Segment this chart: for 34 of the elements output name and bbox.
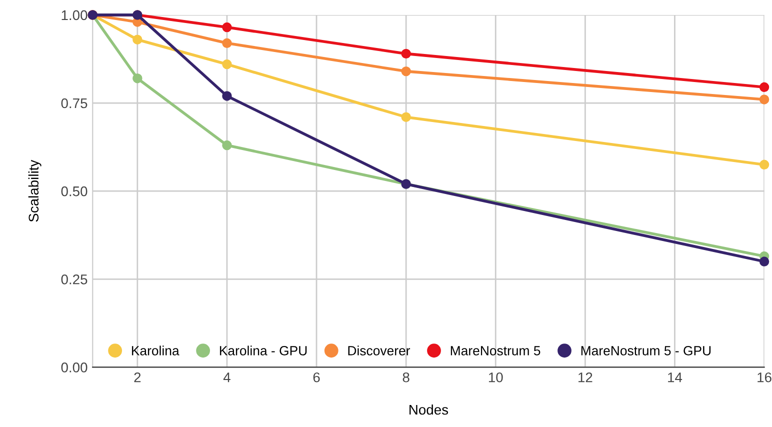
legend-label: Karolina (132, 346, 180, 356)
point (222, 22, 232, 32)
point (132, 34, 142, 44)
x-tick-label: 8 (402, 372, 410, 382)
y-tick-label: 1.00 (62, 10, 88, 20)
x-tick-label: 12 (578, 372, 592, 382)
y-tick-label: 0.25 (61, 274, 88, 284)
y-axis-title: Scalability (28, 160, 42, 222)
x-tick-label: 10 (488, 372, 503, 382)
x-tick-label: 6 (313, 372, 320, 382)
y-tick-label: 0.50 (61, 186, 88, 196)
legend-label: MareNostrum 5 (450, 346, 540, 356)
point (759, 160, 770, 170)
x-tick-label: 4 (223, 372, 230, 382)
point (401, 48, 411, 59)
x-tick-label: 16 (758, 372, 772, 382)
x-tick-label: 14 (668, 372, 682, 382)
legend-label: MareNostrum 5 - GPU (581, 346, 711, 356)
x-axis-title: Nodes (410, 404, 448, 415)
point (132, 73, 142, 84)
y-tick-label: 0.00 (61, 362, 88, 372)
legend-label: Karolina - GPU (220, 346, 307, 356)
point (401, 66, 411, 76)
point (222, 59, 232, 70)
point (759, 256, 770, 266)
point (759, 94, 770, 104)
point (401, 112, 411, 122)
point (222, 91, 232, 101)
legend-label: Discoverer (348, 346, 410, 356)
point (759, 82, 770, 92)
point (222, 38, 232, 48)
y-tick-label: 0.75 (61, 98, 88, 108)
point (222, 140, 232, 150)
x-tick-label: 2 (134, 372, 141, 382)
